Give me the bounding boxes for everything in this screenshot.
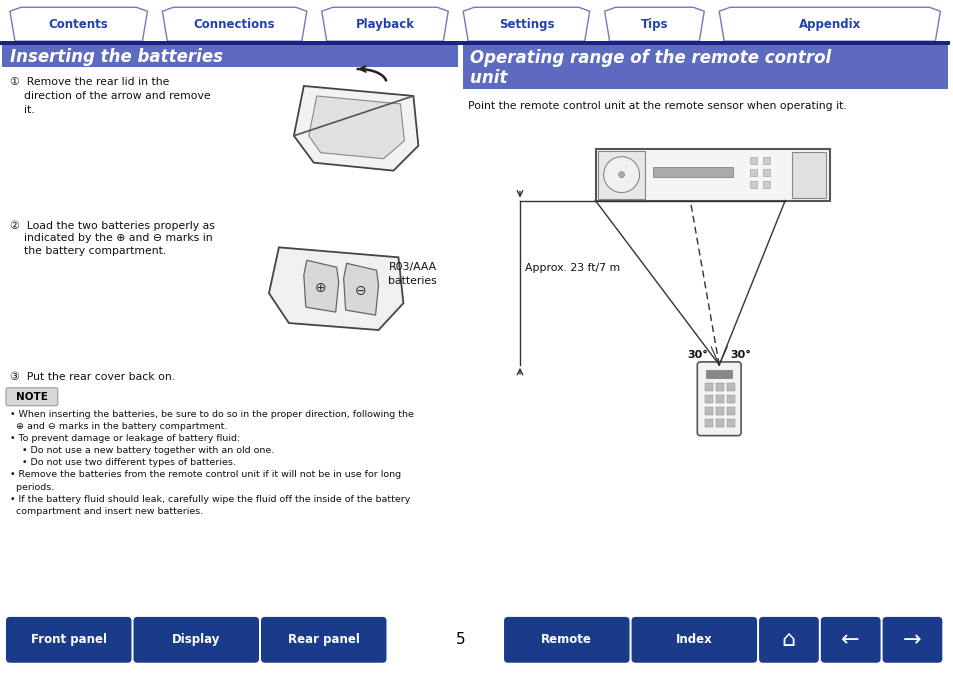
Text: Remote: Remote (540, 633, 592, 646)
Bar (716, 419, 723, 427)
Bar (726, 406, 735, 415)
FancyBboxPatch shape (631, 617, 757, 663)
FancyBboxPatch shape (6, 388, 58, 406)
Polygon shape (294, 86, 418, 171)
Polygon shape (10, 7, 148, 41)
FancyBboxPatch shape (820, 617, 880, 663)
Bar (705, 370, 731, 378)
Text: the battery compartment.: the battery compartment. (10, 246, 166, 256)
Bar (653, 167, 733, 176)
FancyBboxPatch shape (697, 362, 740, 435)
Text: indicated by the ⊕ and ⊖ marks in: indicated by the ⊕ and ⊖ marks in (10, 234, 213, 244)
Bar (749, 157, 757, 164)
Bar (726, 395, 735, 402)
Text: 5: 5 (455, 633, 464, 647)
Bar (704, 406, 713, 415)
Bar (762, 180, 769, 188)
FancyBboxPatch shape (759, 617, 818, 663)
Bar (463, 45, 947, 89)
Bar (716, 406, 723, 415)
Text: ③  Put the rear cover back on.: ③ Put the rear cover back on. (10, 372, 175, 382)
Text: Tips: Tips (640, 18, 667, 31)
Text: Contents: Contents (49, 18, 109, 31)
Polygon shape (343, 263, 378, 315)
Bar (598, 151, 645, 199)
Text: Appendix: Appendix (798, 18, 860, 31)
Bar (749, 180, 757, 188)
Text: Point the remote control unit at the remote sensor when operating it.: Point the remote control unit at the rem… (468, 101, 846, 111)
Polygon shape (303, 260, 338, 312)
Text: Operating range of the remote control: Operating range of the remote control (470, 49, 831, 67)
FancyBboxPatch shape (882, 617, 942, 663)
Bar (749, 169, 757, 176)
Bar (2, 45, 457, 67)
Text: Connections: Connections (193, 18, 275, 31)
Bar (791, 151, 825, 198)
Text: Playback: Playback (355, 18, 414, 31)
Text: ②  Load the two batteries properly as: ② Load the two batteries properly as (10, 221, 214, 231)
Polygon shape (162, 7, 307, 41)
Text: R03/AAA
batteries: R03/AAA batteries (388, 262, 436, 286)
Bar (704, 383, 713, 391)
Bar (762, 169, 769, 176)
Text: →: → (902, 630, 921, 650)
FancyBboxPatch shape (261, 617, 386, 663)
Text: NOTE: NOTE (16, 392, 48, 402)
Text: Inserting the batteries: Inserting the batteries (10, 48, 223, 66)
Polygon shape (321, 7, 448, 41)
Text: ⊕: ⊕ (314, 281, 326, 295)
Polygon shape (719, 7, 940, 41)
Bar (0, 41, 949, 45)
FancyBboxPatch shape (133, 617, 258, 663)
Bar (762, 157, 769, 164)
Text: unit: unit (470, 69, 507, 87)
Text: ←: ← (841, 630, 859, 650)
Bar (726, 383, 735, 391)
Text: Settings: Settings (498, 18, 554, 31)
Text: Front panel: Front panel (30, 633, 107, 646)
Bar (704, 395, 713, 402)
Text: ⊖: ⊖ (355, 284, 366, 298)
Text: • When inserting the batteries, be sure to do so in the proper direction, follow: • When inserting the batteries, be sure … (10, 410, 414, 516)
Bar (704, 419, 713, 427)
Text: Index: Index (676, 633, 712, 646)
Bar (716, 395, 723, 402)
FancyBboxPatch shape (503, 617, 629, 663)
FancyBboxPatch shape (6, 617, 132, 663)
Text: 30°: 30° (686, 350, 707, 360)
Text: Display: Display (172, 633, 220, 646)
Polygon shape (604, 7, 703, 41)
Bar (595, 149, 829, 201)
Text: 30°: 30° (730, 350, 751, 360)
Text: ⌂: ⌂ (781, 630, 795, 650)
Bar (726, 419, 735, 427)
Polygon shape (309, 96, 404, 159)
Circle shape (603, 157, 639, 192)
Polygon shape (269, 248, 403, 330)
Polygon shape (463, 7, 589, 41)
Text: ①  Remove the rear lid in the
    direction of the arrow and remove
    it.: ① Remove the rear lid in the direction o… (10, 77, 211, 115)
Text: Rear panel: Rear panel (288, 633, 359, 646)
Bar (716, 383, 723, 391)
Text: Approx. 23 ft/7 m: Approx. 23 ft/7 m (524, 263, 619, 273)
Circle shape (618, 172, 624, 178)
